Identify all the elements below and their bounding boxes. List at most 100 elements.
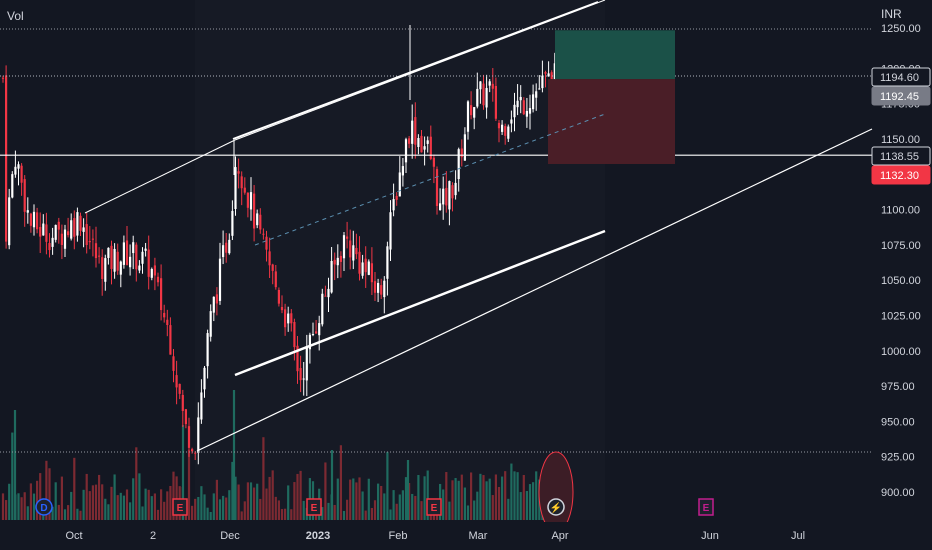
candle-body [76, 212, 79, 236]
candle-body [330, 261, 333, 293]
candle-body [445, 187, 448, 206]
candle-body [284, 309, 287, 328]
volume-bar [132, 478, 135, 520]
candle-body [532, 94, 535, 110]
volume-bar [256, 483, 259, 520]
event-label: E [431, 503, 438, 514]
earnings-icon[interactable] [172, 498, 188, 516]
candle-body [113, 248, 116, 272]
candle-body [287, 313, 290, 324]
loss-zone[interactable] [548, 79, 675, 164]
volume-bar [265, 488, 268, 520]
price-label[interactable]: 1138.55 [871, 146, 931, 166]
price-label[interactable]: 1194.60 [871, 67, 931, 87]
candle-body [249, 192, 253, 210]
channel-line[interactable] [234, 229, 606, 377]
volume-bar [70, 491, 73, 520]
candle-body [175, 375, 178, 388]
event-marker[interactable]: ⚡ [538, 451, 574, 533]
candle-body [110, 245, 113, 269]
candle-body [32, 211, 36, 228]
event-marker[interactable]: E [426, 498, 442, 516]
volume-bar [392, 490, 395, 520]
volume-bar [358, 477, 361, 520]
volume-bar [160, 489, 163, 520]
candle-body [442, 188, 445, 205]
candle-body [305, 346, 308, 381]
volume-bar [327, 502, 330, 520]
candle-body [48, 243, 51, 251]
candle-body [339, 255, 342, 262]
volume-bar [528, 484, 532, 520]
candle-body [522, 100, 525, 115]
volume-bar [166, 491, 169, 520]
candle-body [268, 251, 271, 266]
candle-body [29, 213, 32, 226]
time-axis[interactable]: Oct 2 Dec 2023 Feb Mar Apr Jun Jul [0, 522, 872, 550]
price-label[interactable]: 1192.45 [871, 86, 931, 106]
earnings-icon[interactable] [306, 498, 322, 516]
profit-zone[interactable] [555, 30, 675, 80]
channel-line[interactable] [254, 113, 606, 246]
volume-bar [156, 509, 160, 520]
candle-body [166, 319, 169, 325]
time-axis-band [0, 522, 872, 550]
candle-body [11, 174, 14, 198]
volume-bar [377, 483, 380, 520]
volume-bar [355, 482, 358, 520]
volume-bar [13, 410, 17, 520]
volume-bar [147, 489, 150, 520]
volume-bar [76, 508, 79, 520]
dividend-icon[interactable] [35, 498, 53, 516]
event-marker[interactable]: D [35, 498, 53, 516]
volume-bar [169, 485, 172, 520]
volume-bar [349, 479, 352, 520]
volume-bar [82, 489, 85, 520]
volume-bar [277, 500, 280, 520]
candle-body [349, 240, 352, 258]
candle-body [222, 245, 225, 258]
candle-body [308, 334, 311, 350]
candle-body [57, 221, 60, 230]
volume-bar [448, 501, 451, 520]
candle-body [352, 245, 355, 261]
candle-body [404, 139, 408, 163]
event-markers[interactable]: D E E E ⚡ E [35, 451, 714, 533]
event-marker[interactable]: E [172, 498, 188, 516]
channel-line[interactable] [232, 1, 599, 140]
earnings-icon[interactable] [426, 498, 442, 516]
candle-body [212, 296, 215, 313]
earnings-icon[interactable] [698, 498, 714, 516]
candle-body [88, 241, 91, 243]
channel-line[interactable] [196, 128, 873, 452]
volume-bar [466, 505, 470, 520]
event-marker[interactable]: E [306, 498, 322, 516]
volume-bar [302, 500, 305, 520]
candle-body [454, 182, 457, 196]
event-marker[interactable]: E [698, 498, 714, 516]
volume-bar [203, 494, 206, 520]
price-label[interactable]: 1132.30 [871, 165, 931, 185]
candle-body [392, 199, 395, 211]
channel-line[interactable] [234, 0, 606, 141]
volume-bar [240, 511, 243, 520]
volume-bar [175, 476, 178, 520]
volume-bar [299, 470, 302, 520]
candle-body [39, 227, 42, 237]
drawings[interactable] [0, 0, 873, 453]
lightning-icon[interactable] [547, 498, 565, 516]
candle-body [51, 237, 54, 247]
candle-body [215, 294, 218, 304]
candle-body [200, 392, 203, 420]
volume-bar [91, 485, 94, 520]
time-tick: Dec [220, 530, 240, 542]
volume-bar [141, 506, 144, 520]
candle-body [336, 257, 339, 266]
channel-line[interactable] [84, 139, 236, 214]
price-axis[interactable]: 900.00 925.00 950.00 975.00 1000.00 1025.00 10… [871, 23, 931, 499]
volume-bar [280, 509, 284, 520]
volume-bar [435, 511, 439, 520]
candle-body [209, 311, 212, 337]
candle-body [420, 135, 423, 153]
